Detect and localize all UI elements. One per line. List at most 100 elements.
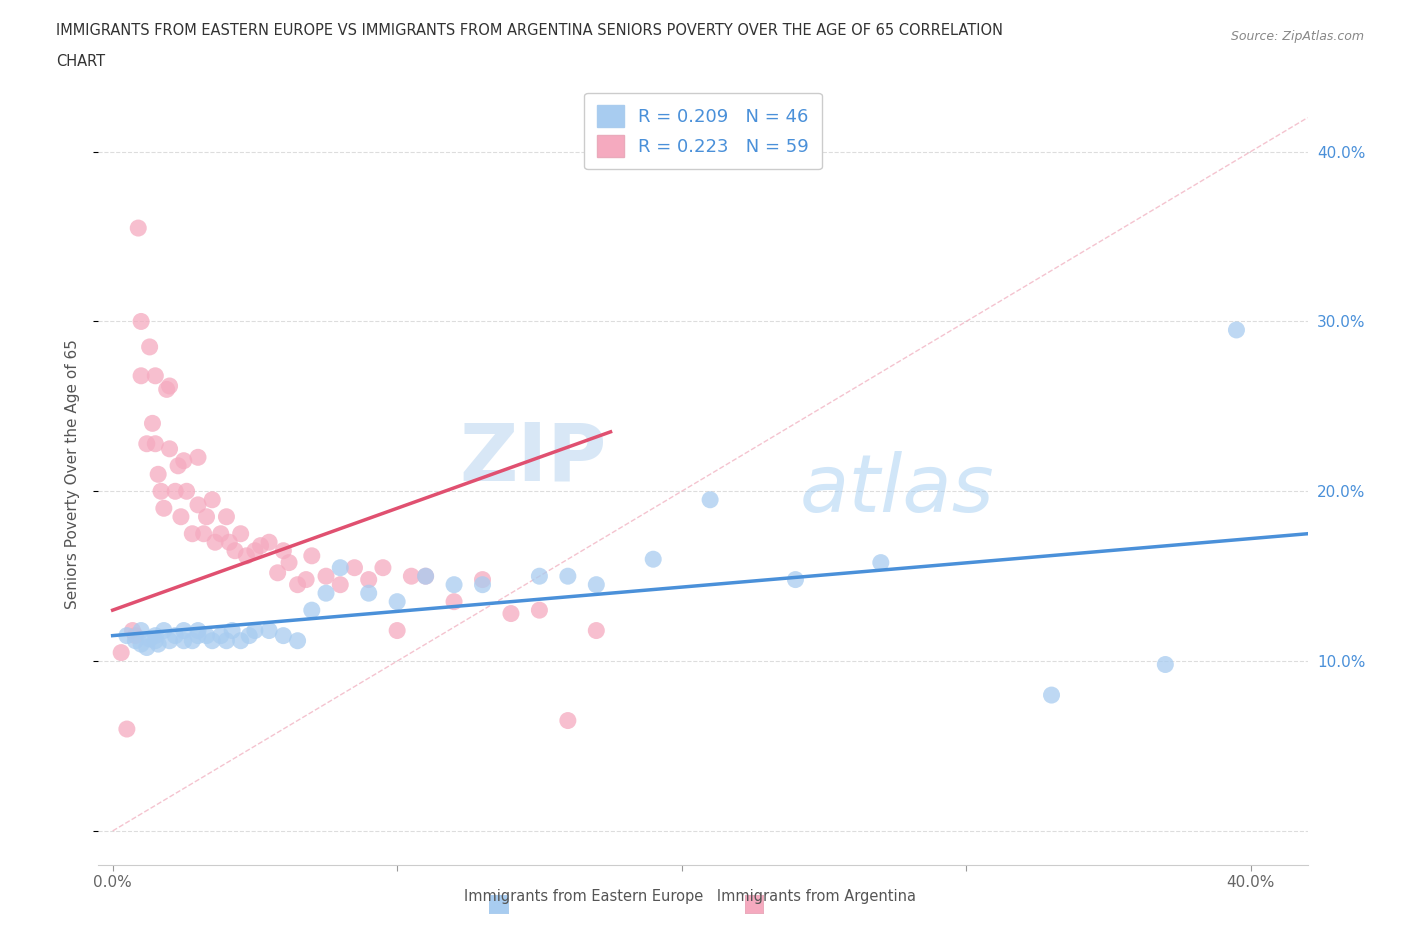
Point [121,623,143,638]
Point [187,623,209,638]
Legend: R = 0.209   N = 46, R = 0.223   N = 59: R = 0.209 N = 46, R = 0.223 N = 59 [585,93,821,169]
Point [165,628,187,643]
Point [443,594,465,609]
Point [143,628,166,643]
Text: CHART: CHART [56,54,105,69]
Point [124,633,146,648]
Point [143,368,166,383]
Text: Source: ZipAtlas.com: Source: ZipAtlas.com [1230,30,1364,43]
Point [138,339,160,354]
Text: Immigrants from Eastern Europe: Immigrants from Eastern Europe [464,889,703,904]
Point [243,543,266,558]
Point [529,603,551,618]
Point [135,436,157,451]
Point [153,501,176,516]
Point [1154,658,1177,672]
Point [221,623,243,638]
Point [557,569,579,584]
Point [315,569,337,584]
Point [195,510,218,525]
Point [243,623,266,638]
Point [215,633,238,648]
Point [295,572,318,587]
Point [585,578,607,592]
Point [287,633,309,648]
Point [257,535,280,550]
Point [181,633,204,648]
Point [869,555,891,570]
Point [278,555,301,570]
Point [357,572,380,587]
Point [146,637,169,652]
Point [187,498,209,512]
Point [138,631,160,646]
Point [176,484,198,498]
Point [301,549,323,564]
Point [273,628,295,643]
Point [153,623,176,638]
Point [529,569,551,584]
Point [224,543,246,558]
Point [159,633,181,648]
Point [699,492,721,507]
Point [173,623,195,638]
Point [329,560,352,575]
Point [129,368,152,383]
Point [585,623,607,638]
Point [218,535,240,550]
Text: ZIP: ZIP [458,419,606,498]
Point [266,565,288,580]
Point [201,633,224,648]
Point [371,560,394,575]
Point [146,467,169,482]
Point [643,551,665,566]
Text: Immigrants from Argentina: Immigrants from Argentina [703,889,915,904]
Point [110,645,132,660]
Text: atlas: atlas [800,451,994,529]
Point [181,526,204,541]
Point [235,549,257,564]
Point [165,484,187,498]
Point [143,633,166,648]
Point [143,436,166,451]
Point [135,640,157,655]
Text: IMMIGRANTS FROM EASTERN EUROPE VS IMMIGRANTS FROM ARGENTINA SENIORS POVERTY OVER: IMMIGRANTS FROM EASTERN EUROPE VS IMMIGR… [56,23,1004,38]
Point [257,623,280,638]
Point [156,382,179,397]
Point [315,586,337,601]
Point [357,586,380,601]
Point [187,628,209,643]
Point [1225,323,1247,338]
Point [141,416,163,431]
Point [173,633,195,648]
Point [415,569,437,584]
Point [401,569,423,584]
Point [471,572,494,587]
Point [249,538,271,553]
Point [193,526,215,541]
Point [150,484,173,498]
Point [115,722,138,737]
Point [127,220,149,235]
Point [201,492,224,507]
Point [115,628,138,643]
Point [329,578,352,592]
Point [129,623,152,638]
Point [170,510,193,525]
Point [415,569,437,584]
Point [343,560,366,575]
Point [124,628,146,643]
Point [215,510,238,525]
Point [273,543,295,558]
Point [229,526,252,541]
Point [195,628,218,643]
Point [499,606,522,621]
Point [557,713,579,728]
Point [129,314,152,329]
Point [301,603,323,618]
Point [209,526,232,541]
Point [167,458,190,473]
Point [159,379,181,393]
Y-axis label: Seniors Poverty Over the Age of 65: Seniors Poverty Over the Age of 65 [65,339,80,609]
Point [1040,687,1063,702]
